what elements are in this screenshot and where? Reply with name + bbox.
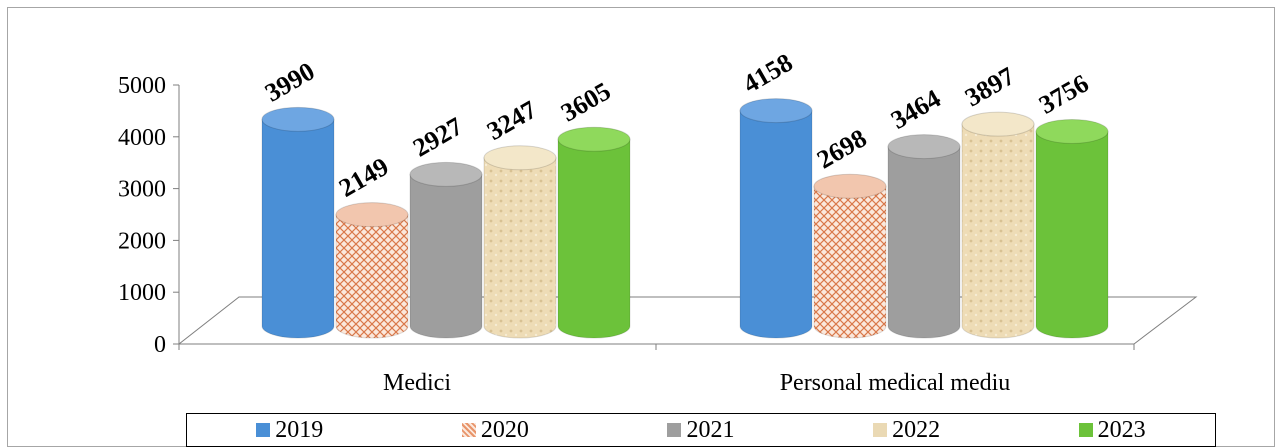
y-tick-label: 0 [154, 332, 166, 358]
legend-swatch-2019 [256, 423, 271, 437]
bar-body [1035, 130, 1109, 339]
legend-item-2023: 2023 [1078, 416, 1146, 444]
bar-top [887, 134, 961, 160]
bar-2023-0 [557, 126, 631, 339]
bar-value-label: 4158 [738, 48, 798, 99]
bar-top [961, 111, 1035, 137]
bar-top [739, 98, 813, 124]
bar-2020-1 [813, 173, 887, 339]
legend-label-2020: 2020 [480, 416, 529, 443]
bar-top [335, 202, 409, 228]
y-tick-label: 1000 [118, 280, 166, 306]
bar-value-label: 3247 [482, 95, 542, 146]
x-category-label: Personal medical mediu [780, 370, 1011, 396]
bar-2022-1 [961, 111, 1035, 339]
bar-value-label: 2149 [334, 152, 394, 203]
y-tick-label: 3000 [118, 177, 166, 203]
legend-label-2022: 2022 [892, 416, 941, 443]
bar-value-label: 2927 [408, 111, 468, 162]
legend-label-2021: 2021 [686, 416, 735, 443]
legend-swatch-2023 [1078, 423, 1093, 437]
bar-top [1035, 118, 1109, 144]
bar-value-label: 3464 [886, 84, 946, 135]
bar-top [813, 173, 887, 199]
bar-2019-1 [739, 98, 813, 339]
bar-top [557, 126, 631, 152]
legend-swatch-2021 [667, 423, 682, 437]
bar-body [483, 157, 557, 339]
chart-floor [177, 296, 1198, 345]
bar-top [483, 145, 557, 171]
bar-body [409, 173, 483, 339]
bar-value-label: 3990 [260, 56, 320, 107]
legend-label-2023: 2023 [1097, 416, 1146, 443]
bar-top [261, 106, 335, 132]
y-tick-label: 2000 [118, 228, 166, 254]
legend-swatch-2020 [461, 423, 476, 437]
bar-body [961, 123, 1035, 339]
legend-label-2019: 2019 [275, 416, 324, 443]
legend-swatch-2022 [873, 423, 888, 437]
bar-2023-1 [1035, 118, 1109, 339]
y-tick-label: 5000 [118, 73, 166, 99]
legend-item-2021: 2021 [667, 417, 734, 444]
legend-item-2019: 2019 [256, 417, 323, 444]
x-category-label: Medici [383, 370, 451, 396]
bar-2019-0 [261, 106, 335, 339]
legend-item-2020: 2020 [461, 416, 529, 444]
legend-item-2022: 2022 [873, 417, 940, 444]
bar-body [813, 185, 887, 339]
bar-body [887, 146, 961, 339]
bar-2020-0 [335, 202, 409, 339]
bar-2021-1 [887, 134, 961, 339]
bar-body [261, 118, 335, 339]
bar-body [557, 138, 631, 339]
bar-value-label: 3897 [960, 61, 1020, 112]
bar-top [409, 161, 483, 187]
bar-value-label: 2698 [812, 123, 872, 174]
y-tick-label: 4000 [118, 125, 166, 151]
bar-body [335, 214, 409, 339]
bar-2022-0 [483, 145, 557, 339]
bar-value-label: 3605 [556, 76, 616, 127]
bar-value-label: 3756 [1034, 69, 1094, 120]
chart-frame: 0 1000 2000 3000 4000 5000 Medici Personal med… [7, 7, 1275, 447]
legend: 2019 2020 2021 2022 2023 [186, 413, 1216, 447]
bar-2021-0 [409, 161, 483, 339]
bar-body [739, 110, 813, 339]
chart-svg: 0 1000 2000 3000 4000 5000 Medici Personal med… [118, 48, 1198, 396]
